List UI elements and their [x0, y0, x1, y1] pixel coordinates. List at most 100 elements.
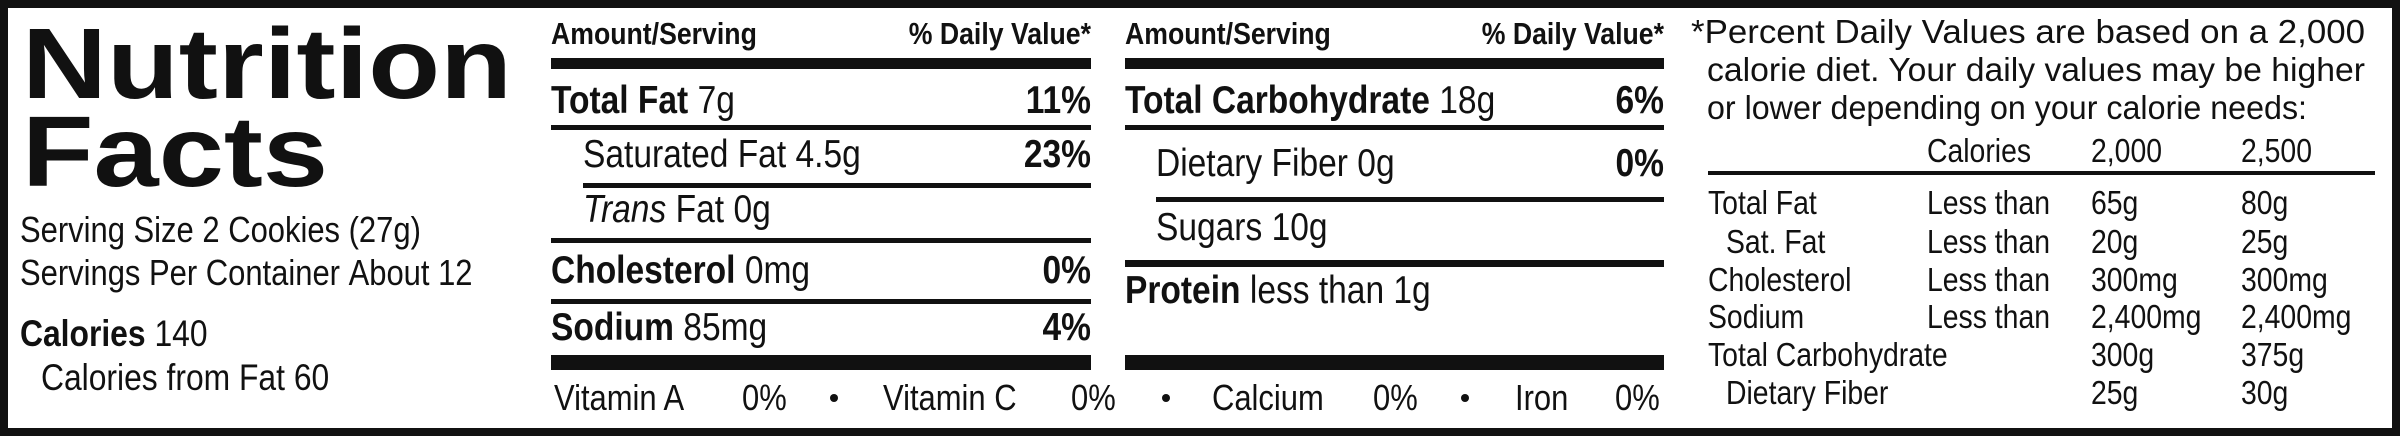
nutrient-row-part: Saturated Fat [583, 132, 786, 176]
rule [1708, 171, 2375, 175]
servings-per-container-part: Servings Per Container [20, 254, 340, 294]
table-value: 2,400mg [2241, 298, 2351, 336]
nutrient-row: Protein less than 1g [1125, 268, 1431, 312]
daily-value: 11% [1026, 78, 1091, 122]
vitamin-name-part: Vitamin C [883, 379, 1017, 419]
vitamin-value: 0% [742, 379, 787, 419]
table-value: 300mg [2241, 261, 2328, 299]
nutrient-row: Saturated Fat 4.5g [583, 132, 861, 176]
table-value-part: 300mg [2091, 261, 2178, 299]
table-header-part: 2,000 [2091, 132, 2162, 170]
column-header: % Daily Value* [909, 17, 1092, 51]
nutrient-row-part: Total Carbohydrate [1125, 78, 1430, 122]
daily-value-part: 6% [1616, 78, 1664, 122]
rule [551, 355, 1091, 370]
table-value-part: 20g [2091, 223, 2138, 261]
daily-value-part: 0% [1616, 141, 1664, 185]
table-nutrient: Total Fat [1708, 184, 1817, 222]
rule [551, 299, 1091, 304]
nutrient-row-part: 85mg [683, 305, 767, 349]
table-value-part: 25g [2241, 223, 2288, 261]
nutrient-row-part: 18g [1439, 78, 1495, 122]
nutrient-row-part: 4.5g [796, 132, 861, 176]
vitamin-name: Iron [1515, 379, 1568, 419]
rule [551, 238, 1091, 243]
table-limit: Less than [1927, 261, 2050, 299]
vitamin-name: Vitamin A [554, 379, 685, 419]
table-header: Calories [1927, 132, 2031, 170]
rule [1125, 355, 1664, 370]
table-header-part: Calories [1927, 132, 2031, 170]
vitamin-value: 0% [1071, 379, 1116, 419]
footnote-line-part: calorie diet. Your daily values may be h… [1707, 51, 2365, 88]
table-value-part: 300g [2091, 336, 2154, 374]
table-nutrient-part: Cholesterol [1708, 261, 1852, 299]
table-value-part: 30g [2241, 374, 2288, 412]
vitamin-name: Calcium [1212, 379, 1324, 419]
table-limit-part: Less than [1927, 298, 2050, 336]
rule [1125, 125, 1664, 130]
vitamin-value-part: 0% [742, 379, 787, 419]
table-nutrient-part: Total Fat [1708, 184, 1817, 222]
nutrient-row: Dietary Fiber 0g [1156, 141, 1395, 185]
column-header-part: Amount/Serving [1125, 17, 1331, 51]
bullet [1461, 394, 1469, 402]
table-value: 300g [2091, 336, 2154, 374]
table-limit: Less than [1927, 298, 2050, 336]
nutrient-row: Sugars 10g [1156, 205, 1328, 249]
column-header-part: % Daily Value* [909, 17, 1092, 51]
table-nutrient-part: Dietary Fiber [1726, 374, 1888, 412]
title-line: Nutrition [22, 8, 512, 120]
daily-value-part: 4% [1043, 305, 1091, 349]
table-nutrient: Sodium [1708, 298, 1804, 336]
column-header-part: % Daily Value* [1482, 17, 1665, 51]
servings-per-container-part: About 12 [349, 254, 473, 294]
calories-part: Calories [20, 314, 146, 355]
calories-from-fat-part: Calories from Fat [41, 358, 285, 399]
serving-size-part: Serving Size [20, 211, 194, 251]
nutrient-row: Cholesterol 0mg [551, 248, 810, 292]
footnote-line-part: *Percent Daily Values are based on a 2,0… [1691, 13, 2365, 50]
table-value: 25g [2091, 374, 2138, 412]
nutrient-row-part: Protein [1125, 268, 1241, 312]
table-value-part: 80g [2241, 184, 2288, 222]
condensed-text: Serving Size 2 Cookies (27g)Servings Per … [20, 17, 2351, 418]
daily-value: 4% [1043, 305, 1091, 349]
rule [583, 183, 1091, 188]
table-value: 25g [2241, 223, 2288, 261]
nutrient-row-part: 0mg [745, 248, 810, 292]
vitamin-name-part: Vitamin A [554, 379, 685, 419]
daily-value-part: 11% [1026, 78, 1091, 122]
nutrient-row-part: Sugars [1156, 205, 1262, 249]
vitamin-value-part: 0% [1373, 379, 1418, 419]
table-value: 300mg [2091, 261, 2178, 299]
calories-part: 140 [154, 314, 207, 355]
nutrient-row: Total Carbohydrate 18g [1125, 78, 1495, 122]
bullet [830, 394, 838, 402]
vitamin-value: 0% [1373, 379, 1418, 419]
rule [551, 125, 1091, 130]
footnote-line: *Percent Daily Values are based on a 2,0… [1691, 13, 2365, 50]
rule [551, 58, 1091, 69]
table-nutrient: Cholesterol [1708, 261, 1852, 299]
nutrient-row-part: Trans [583, 187, 666, 231]
serving-size: Serving Size 2 Cookies (27g) [20, 211, 421, 251]
table-value-part: 2,400mg [2241, 298, 2351, 336]
rule [1125, 58, 1664, 69]
column-header: % Daily Value* [1482, 17, 1665, 51]
table-value: 20g [2091, 223, 2138, 261]
table-limit-part: Less than [1927, 184, 2050, 222]
daily-value: 0% [1616, 141, 1664, 185]
nutrient-row-part: Fat [676, 187, 724, 231]
nutrient-row-part: 0g [1357, 141, 1394, 185]
table-value: 80g [2241, 184, 2288, 222]
nutrient-row: Sodium 85mg [551, 305, 767, 349]
table-limit-part: Less than [1927, 261, 2050, 299]
daily-value: 23% [1024, 132, 1091, 176]
vitamin-name-part: Calcium [1212, 379, 1324, 419]
table-value-part: 375g [2241, 336, 2304, 374]
serving-size-part: 2 Cookies (27g) [202, 211, 420, 251]
table-nutrient-part: Total Carbohydrate [1708, 336, 1948, 374]
daily-value-part: 23% [1024, 132, 1091, 176]
nutrient-row-part: less than 1g [1250, 268, 1431, 312]
